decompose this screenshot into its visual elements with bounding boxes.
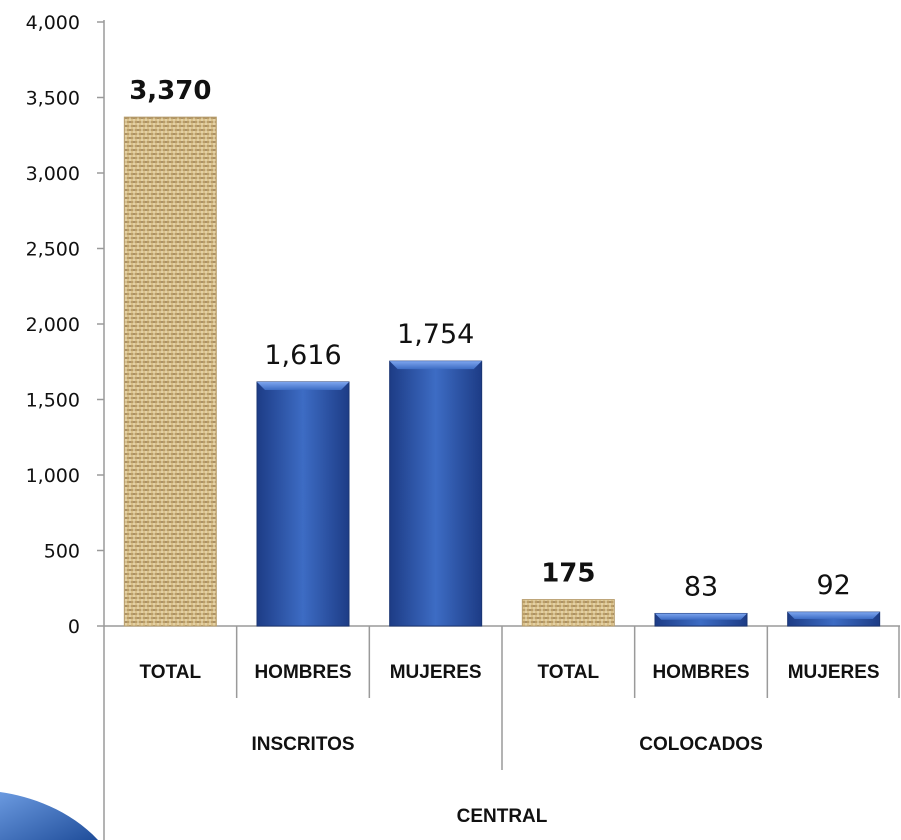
category-label: MUJERES	[390, 662, 482, 683]
axes-layer: 0 500 1,000 1,500 2,000 2,500 3,000 3,500 4,000	[26, 12, 900, 840]
y-tick-label: 3,500	[26, 88, 80, 110]
bar-bevel	[787, 612, 880, 620]
top-group-label: CENTRAL	[457, 806, 548, 827]
corner-accent-shape	[0, 792, 98, 840]
data-label: 1,754	[397, 319, 474, 350]
y-tick-label: 2,500	[26, 239, 80, 261]
y-tick-label: 0	[68, 616, 80, 638]
y-tick-label: 1,500	[26, 390, 80, 412]
y-tick-label: 500	[44, 541, 80, 563]
category-label: HOMBRES	[254, 662, 351, 683]
category-label: HOMBRES	[652, 662, 749, 683]
bar-bevel	[655, 613, 747, 620]
bars-layer	[123, 116, 881, 627]
labels-layer: TOTAL HOMBRES MUJERES TOTAL HOMBRES MUJERES IN…	[129, 76, 879, 827]
bar	[256, 381, 350, 627]
data-label: 92	[816, 570, 850, 601]
category-label: MUJERES	[788, 662, 880, 683]
bar-bevel	[257, 381, 349, 390]
y-tick-label: 4,000	[26, 12, 80, 34]
data-label: 1,616	[264, 340, 341, 371]
category-label: TOTAL	[538, 662, 600, 683]
y-tick-label: 1,000	[26, 465, 80, 487]
y-tick-label: 3,000	[26, 163, 80, 185]
data-label: 83	[684, 571, 718, 602]
group-label: INSCRITOS	[251, 734, 354, 755]
group-label: COLOCADOS	[639, 734, 763, 755]
bar	[389, 360, 483, 627]
data-label: 3,370	[129, 76, 211, 106]
bar	[521, 599, 615, 627]
category-label: TOTAL	[140, 662, 202, 683]
bar	[123, 116, 217, 627]
data-label: 175	[541, 559, 595, 589]
bar-bevel	[389, 361, 482, 370]
y-tick-label: 2,000	[26, 314, 80, 336]
